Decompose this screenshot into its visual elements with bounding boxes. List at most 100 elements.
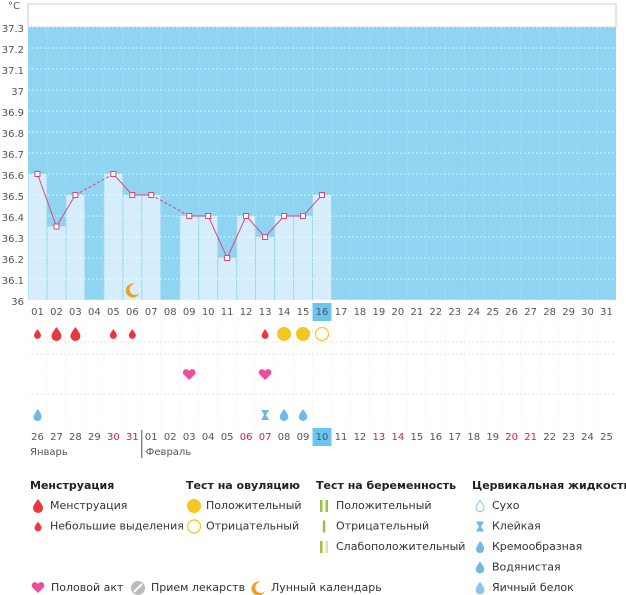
icon-part xyxy=(298,409,308,421)
x-tick-label: 26 xyxy=(505,307,518,318)
month-label: Февраль xyxy=(146,447,192,458)
legend-label: Прием лекарств xyxy=(151,581,245,594)
icon-part xyxy=(476,521,484,532)
icon-negative xyxy=(314,326,330,342)
date-label: 20 xyxy=(505,432,518,443)
icon-part xyxy=(33,409,42,421)
icon-creamy xyxy=(33,409,42,421)
today-box xyxy=(312,303,332,321)
legend-label: Небольшие выделения xyxy=(50,520,184,533)
legend-label: Лунный календарь xyxy=(271,581,382,594)
legend-label: Половой акт xyxy=(51,581,124,594)
date-label: 17 xyxy=(448,432,461,443)
point xyxy=(300,213,307,219)
date-label: 15 xyxy=(410,432,423,443)
y-tick-label: 37 xyxy=(11,87,24,98)
x-tick-label: 24 xyxy=(467,307,480,318)
x-tick-label: 17 xyxy=(335,307,348,318)
icon-part xyxy=(251,581,265,595)
icon-part xyxy=(258,369,272,380)
icon-part xyxy=(34,521,42,532)
date-label: 12 xyxy=(354,432,367,443)
y-tick-label: 36.6 xyxy=(2,171,24,182)
bar xyxy=(47,226,66,300)
y-tick-label: 37.3 xyxy=(2,24,24,35)
icon-moon xyxy=(125,283,140,298)
x-tick-label: 06 xyxy=(126,307,139,318)
x-tick-label: 21 xyxy=(410,307,423,318)
icon-part xyxy=(325,500,328,512)
date-label: 26 xyxy=(31,432,44,443)
point xyxy=(53,223,60,230)
icon-positive xyxy=(187,499,201,513)
icon-preg-neg xyxy=(322,520,326,533)
line xyxy=(189,194,323,260)
icon-moon xyxy=(251,581,265,595)
icon-part xyxy=(475,499,485,512)
date-label: 10 xyxy=(316,432,329,443)
y-tick-label: 36.4 xyxy=(2,213,24,224)
date-label: 07 xyxy=(259,432,272,443)
x-tick-label: 05 xyxy=(107,307,120,318)
icon-part xyxy=(31,582,45,593)
date-label: 14 xyxy=(392,432,405,443)
point xyxy=(281,213,288,219)
legend-label: Положительный xyxy=(206,499,302,512)
icon-part xyxy=(33,499,43,513)
x-tick-label: 03 xyxy=(69,307,82,318)
icon-part xyxy=(182,369,196,380)
icon-light xyxy=(34,521,42,532)
x-tick-label: 12 xyxy=(240,307,253,318)
y-tick-label: 36.8 xyxy=(2,129,24,140)
date-label: 02 xyxy=(164,432,177,443)
point xyxy=(319,192,325,198)
legend-label: Слабоположительный xyxy=(336,540,465,553)
top-strip xyxy=(27,3,617,28)
icon-light xyxy=(33,329,41,339)
bar xyxy=(294,216,313,300)
icon-part xyxy=(325,541,328,553)
x-tick-label: 30 xyxy=(581,307,594,318)
y-tick-label: 36 xyxy=(11,297,24,308)
date-label: 30 xyxy=(107,432,120,443)
x-tick-label: 07 xyxy=(145,307,158,318)
legend-label: Водянистая xyxy=(492,561,561,574)
icon-part xyxy=(128,329,136,339)
icon-light xyxy=(128,329,136,339)
date-label: 05 xyxy=(221,432,234,443)
date-label: 18 xyxy=(467,432,480,443)
date-label: 11 xyxy=(335,432,348,443)
icon-light xyxy=(109,329,117,339)
legend-label: Положительный xyxy=(336,499,432,512)
date-label: 27 xyxy=(50,432,63,443)
x-tick-label: 11 xyxy=(221,307,234,318)
icon-positive xyxy=(277,327,292,341)
x-tick-label: 14 xyxy=(278,307,291,318)
bar xyxy=(313,195,331,300)
icon-part xyxy=(277,327,292,341)
icon-dry xyxy=(475,499,485,512)
icon-sticky xyxy=(261,410,270,420)
icon-part xyxy=(109,329,117,339)
icon-watery xyxy=(475,561,485,574)
month-label: Январь xyxy=(30,447,68,458)
icon-sex xyxy=(258,369,272,380)
icon-creamy xyxy=(475,541,485,553)
legend-heading: Тест на беременность xyxy=(316,479,456,492)
y-tick-label: 36.1 xyxy=(2,276,24,287)
point xyxy=(129,192,136,198)
date-label: 04 xyxy=(202,432,215,443)
point xyxy=(110,171,117,177)
icon-watery xyxy=(279,409,289,421)
legend-label: Сухо xyxy=(492,499,520,512)
icon-negative xyxy=(186,519,202,534)
point xyxy=(205,213,212,219)
point xyxy=(148,192,155,198)
x-tick-label: 20 xyxy=(392,307,405,318)
x-tick-label: 25 xyxy=(486,307,499,318)
x-tick-label: 08 xyxy=(164,307,177,318)
bar xyxy=(66,195,85,300)
icon-watery xyxy=(298,409,308,421)
gap-connector xyxy=(75,173,114,196)
bar xyxy=(123,195,142,300)
